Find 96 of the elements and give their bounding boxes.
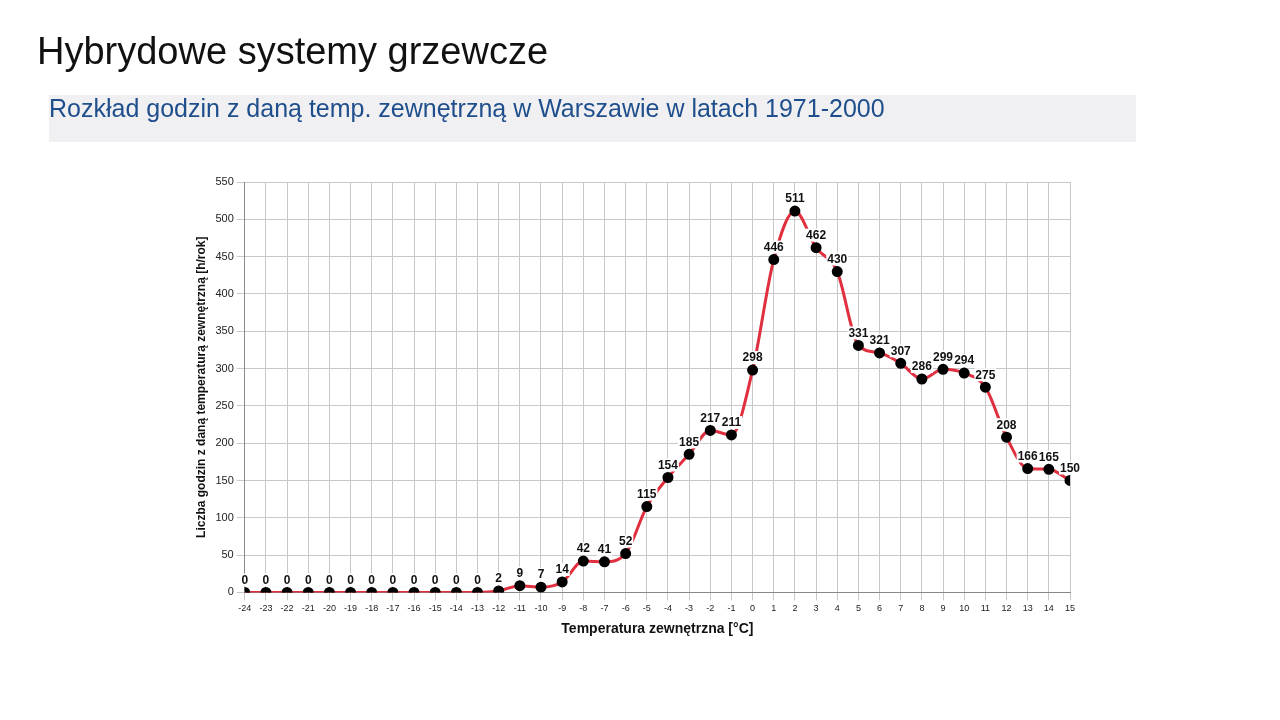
x-tick-label: -18 (365, 603, 379, 614)
x-tick-label: 13 (1022, 603, 1033, 614)
x-tick-label: -24 (238, 603, 252, 614)
y-tick-label: 300 (215, 361, 234, 374)
data-label: 0 (431, 572, 439, 587)
data-label: 0 (262, 572, 270, 587)
x-tick-label: -10 (534, 603, 548, 614)
x-tick-label: -22 (280, 603, 294, 614)
x-tick-label: 1 (771, 603, 777, 614)
x-tick-label: -17 (386, 603, 400, 614)
x-tick-label: -16 (407, 603, 421, 614)
x-tick-label: -13 (471, 603, 485, 614)
data-label: 41 (597, 542, 612, 557)
data-label: 0 (389, 572, 397, 587)
data-label: 0 (304, 572, 312, 587)
x-tick-label: 7 (898, 603, 904, 614)
x-tick-label: 14 (1043, 603, 1054, 614)
x-tick-label: -14 (449, 603, 463, 614)
y-tick-label: 150 (215, 473, 234, 486)
x-tick-label: -5 (642, 603, 651, 614)
data-label: 430 (827, 251, 848, 266)
data-label: 166 (1017, 448, 1039, 463)
x-tick-label: -12 (492, 603, 506, 614)
data-label: 0 (474, 572, 482, 587)
y-axis-title: Liczba godzin z daną temperaturą zewnętrzną [h/rok] (193, 236, 208, 538)
y-tick-label: 350 (215, 324, 234, 337)
x-tick-label: 4 (834, 603, 840, 614)
data-label: 294 (954, 353, 975, 368)
y-tick-label: 250 (215, 398, 234, 411)
x-tick-label: 0 (750, 603, 756, 614)
x-tick-label: -9 (558, 603, 567, 614)
data-label: 42 (576, 541, 591, 556)
data-label: 154 (657, 457, 679, 472)
data-label: 52 (618, 533, 633, 548)
x-tick-label: 5 (855, 603, 861, 614)
x-tick-label: 6 (877, 603, 883, 614)
data-label: 7 (537, 567, 545, 582)
data-label: 0 (241, 572, 249, 587)
data-label: 331 (848, 325, 869, 340)
x-tick-label: 15 (1064, 603, 1076, 614)
x-tick-label: 9 (940, 603, 946, 614)
data-label: 185 (679, 434, 700, 449)
x-tick-label: -20 (322, 603, 336, 614)
x-tick-label: 11 (980, 603, 991, 614)
data-label: 299 (933, 349, 954, 364)
x-tick-label: 2 (792, 603, 798, 614)
data-label: 165 (1038, 449, 1060, 464)
x-axis-title: Temperatura zewnętrzna [°C] (561, 620, 754, 637)
x-tick-label: 8 (919, 603, 925, 614)
data-label: 286 (911, 359, 933, 374)
data-label: 217 (700, 410, 721, 425)
x-tick-label: -4 (663, 603, 672, 614)
x-tick-label: -6 (621, 603, 630, 614)
data-label: 0 (347, 572, 355, 587)
y-tick-label: 450 (215, 249, 234, 262)
chart-subtitle: Rozkład godzin z daną temp. zewnętrzną w Warszawie w latach 1971-2000 (49, 94, 1136, 142)
data-label: 307 (890, 343, 912, 358)
data-label: 0 (368, 572, 376, 587)
x-tick-label: -11 (513, 603, 527, 614)
data-label: 321 (869, 333, 890, 348)
data-label: 150 (1059, 460, 1081, 475)
x-tick-label: -15 (428, 603, 442, 614)
data-label: 0 (453, 572, 461, 587)
y-tick-label: 200 (215, 436, 234, 449)
x-tick-label: -23 (259, 603, 273, 614)
x-tick-label: -19 (344, 603, 358, 614)
y-tick-label: 100 (215, 510, 234, 523)
y-tick-label: 500 (215, 212, 234, 225)
y-tick-label: 550 (215, 175, 234, 188)
data-label: 446 (763, 239, 785, 254)
data-label: 115 (637, 486, 657, 501)
data-label: 462 (806, 227, 827, 242)
data-label: 298 (742, 350, 763, 365)
data-label: 275 (975, 367, 996, 382)
x-tick-label: 10 (959, 603, 970, 614)
data-label: 511 (785, 191, 805, 206)
data-label: 9 (516, 566, 524, 580)
data-label: 0 (326, 572, 334, 587)
chart-title: Hybrydowe systemy grzewcze (37, 30, 549, 73)
y-tick-label: 0 (227, 585, 234, 598)
x-tick-label: 12 (1001, 603, 1012, 614)
x-tick-label: -8 (579, 603, 588, 614)
data-label: 0 (410, 572, 418, 587)
data-label: 14 (555, 562, 570, 577)
data-label: 211 (721, 415, 742, 430)
x-tick-label: -2 (706, 603, 715, 614)
data-label: 0 (283, 572, 291, 587)
data-label: 208 (996, 417, 1017, 432)
x-tick-label: -21 (301, 603, 315, 614)
x-tick-label: -1 (727, 603, 736, 614)
x-tick-label: -3 (685, 603, 694, 614)
x-tick-label: -7 (600, 603, 609, 614)
y-tick-label: 400 (215, 286, 234, 299)
data-label: 2 (495, 571, 503, 586)
y-tick-label: 50 (221, 548, 234, 561)
x-tick-label: 3 (813, 603, 819, 614)
